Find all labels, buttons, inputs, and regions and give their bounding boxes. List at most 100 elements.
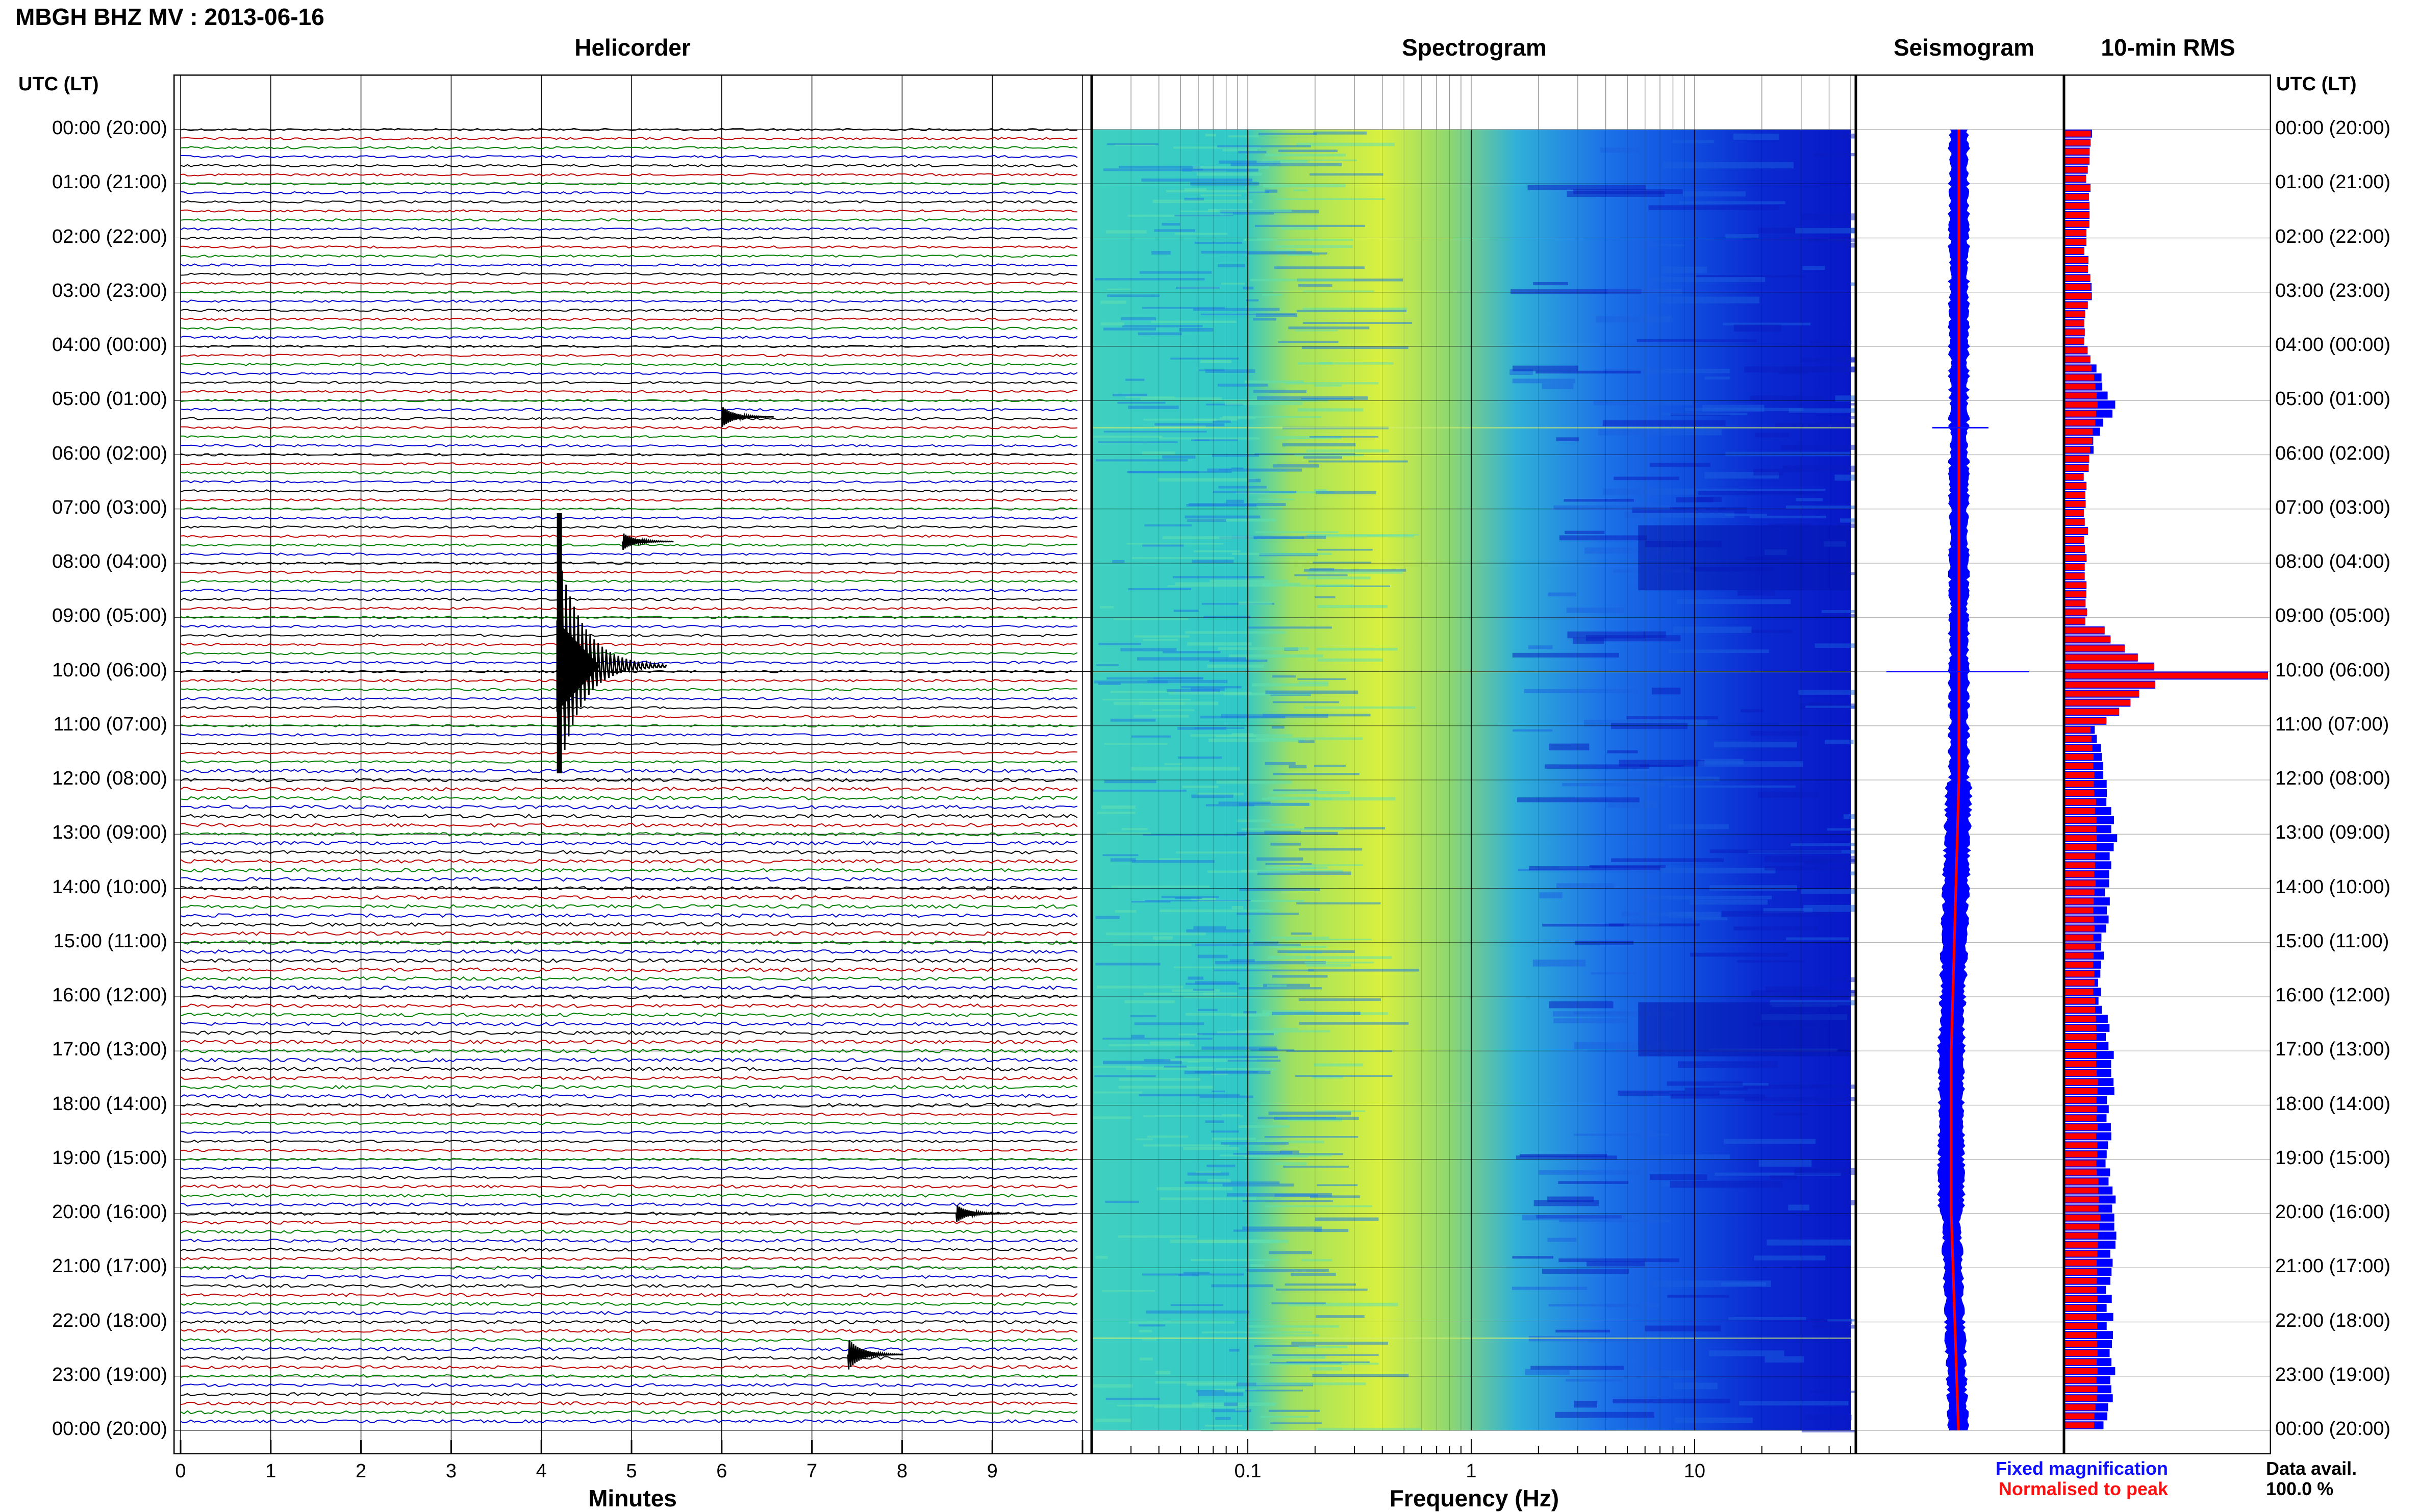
spectrogram-texture bbox=[1312, 1076, 1343, 1079]
spectrogram-texture bbox=[1305, 956, 1392, 959]
spectrogram-texture bbox=[1162, 455, 1196, 459]
rms-normalised-bar bbox=[2064, 1061, 2097, 1067]
spectrogram-texture bbox=[1276, 1289, 1368, 1291]
rms-normalised-bar bbox=[2064, 907, 2094, 914]
spectrogram-texture bbox=[1663, 776, 1720, 782]
spectrogram-texture bbox=[1765, 1356, 1804, 1363]
spectrogram-texture bbox=[1614, 476, 1679, 481]
time-label-left: 05:00 (01:00) bbox=[52, 388, 167, 410]
spectrogram-texture bbox=[1585, 635, 1681, 642]
rms-normalised-bar bbox=[2064, 943, 2095, 950]
spectrogram-texture bbox=[1275, 198, 1385, 200]
spectrogram-texture bbox=[1238, 150, 1267, 154]
spectrogram-texture bbox=[1765, 986, 1828, 992]
spectrogram-texture bbox=[1603, 368, 1730, 373]
spectrogram-texture bbox=[1199, 369, 1225, 371]
helicorder-trace bbox=[180, 1419, 1078, 1424]
spectrogram-texture bbox=[1277, 950, 1355, 953]
rms-normalised-bar bbox=[2064, 221, 2089, 227]
time-label-right: 04:00 (00:00) bbox=[2275, 334, 2391, 356]
spectrogram-texture bbox=[1549, 1001, 1614, 1009]
helicorder-trace bbox=[180, 1320, 1078, 1324]
spectrogram-texture bbox=[1244, 380, 1304, 384]
helicorder-trace bbox=[180, 534, 1078, 538]
spectrogram-texture bbox=[1744, 366, 1856, 373]
helicorder-trace bbox=[180, 678, 1078, 683]
spectrogram-texture bbox=[1304, 962, 1374, 964]
spectrogram-texture bbox=[1180, 210, 1219, 213]
time-label-left: 08:00 (04:00) bbox=[52, 551, 167, 572]
spectrogram-texture bbox=[1535, 370, 1641, 374]
spectrogram-texture bbox=[1669, 785, 1796, 788]
spectrogram-texture bbox=[1724, 1139, 1816, 1144]
helicorder-large-event-coda bbox=[556, 620, 600, 712]
spectrogram-texture bbox=[1843, 814, 1856, 820]
spectrogram-texture bbox=[1256, 857, 1303, 861]
spectrogram-x-tick-label: 0.1 bbox=[1234, 1460, 1262, 1482]
spectrogram-texture bbox=[1744, 1097, 1856, 1101]
spectrogram-texture bbox=[1231, 733, 1254, 736]
spectrogram-texture bbox=[1200, 359, 1231, 363]
rms-normalised-bar bbox=[2064, 1124, 2098, 1130]
time-label-left: 20:00 (16:00) bbox=[52, 1201, 167, 1223]
spectrogram-texture bbox=[1220, 1154, 1332, 1157]
spectrogram-texture bbox=[1184, 197, 1204, 201]
spectrogram-texture bbox=[1296, 902, 1381, 904]
spectrogram-texture bbox=[1248, 1140, 1324, 1144]
spectrogram-texture bbox=[1115, 910, 1137, 913]
rms-normalised-bar bbox=[2064, 690, 2139, 697]
spectrogram-texture bbox=[1274, 436, 1342, 439]
helicorder-x-axis-title: Minutes bbox=[588, 1485, 677, 1511]
helicorder-trace bbox=[180, 146, 1078, 149]
helicorder-trace bbox=[180, 742, 1078, 746]
rms-normalised-bar bbox=[2064, 1187, 2098, 1194]
rms-panel bbox=[2064, 74, 2271, 1454]
spectrogram-texture bbox=[1758, 1160, 1812, 1167]
spectrogram-texture bbox=[1198, 1009, 1218, 1011]
spectrogram-texture bbox=[1198, 1392, 1244, 1396]
rms-normalised-bar bbox=[2064, 139, 2091, 146]
spectrogram-texture bbox=[1265, 189, 1278, 193]
spectrogram-texture bbox=[1271, 937, 1329, 939]
spectrogram-texture bbox=[1154, 229, 1195, 232]
spectrogram-texture bbox=[1786, 937, 1849, 941]
rms-normalised-bar bbox=[2064, 998, 2096, 1004]
helicorder-trace bbox=[180, 137, 1078, 140]
spectrogram-texture bbox=[1805, 705, 1856, 708]
helicorder-event bbox=[955, 1205, 1008, 1222]
spectrogram-texture bbox=[1253, 318, 1277, 321]
spectrogram-texture bbox=[1314, 384, 1342, 387]
spectrogram-texture bbox=[1754, 1255, 1826, 1261]
helicorder-trace bbox=[180, 344, 1078, 348]
helicorder-trace bbox=[180, 489, 1078, 493]
time-label-left: 10:00 (06:00) bbox=[52, 659, 167, 681]
spectrogram-texture bbox=[1636, 339, 1757, 342]
spectrogram-texture bbox=[1219, 160, 1280, 164]
time-label-left: 09:00 (05:00) bbox=[52, 605, 167, 627]
rms-normalised-bar bbox=[2064, 1404, 2096, 1410]
rms-normalised-bar bbox=[2064, 1232, 2098, 1239]
spectrogram-texture bbox=[1211, 1130, 1239, 1133]
spectrogram-texture bbox=[1596, 316, 1672, 323]
spectrogram-texture bbox=[1218, 486, 1267, 489]
spectrogram-texture bbox=[1175, 582, 1272, 586]
spectrogram-frame bbox=[1092, 74, 1856, 1454]
rms-normalised-bar bbox=[2064, 266, 2088, 272]
spectrogram-texture bbox=[1188, 976, 1204, 980]
time-label-left: 23:00 (19:00) bbox=[52, 1364, 167, 1385]
seismogram-title: Seismogram bbox=[1893, 34, 2035, 61]
rms-normalised-bar bbox=[2064, 1043, 2097, 1049]
helicorder-trace bbox=[180, 1067, 1078, 1072]
spectrogram-texture bbox=[1095, 963, 1161, 966]
spectrogram-texture bbox=[1653, 1280, 1772, 1287]
helicorder-trace bbox=[180, 1229, 1078, 1234]
helicorder-trace bbox=[180, 616, 1078, 619]
spectrogram-texture bbox=[1200, 194, 1242, 197]
spectrogram-texture bbox=[1130, 767, 1240, 771]
spectrogram-texture bbox=[1205, 1120, 1224, 1123]
spectrogram-texture bbox=[1175, 897, 1202, 899]
spectrogram-texture bbox=[1152, 936, 1173, 940]
spectrogram-texture bbox=[1207, 664, 1264, 668]
time-label-left: 01:00 (21:00) bbox=[52, 171, 167, 193]
spectrogram-texture bbox=[1510, 289, 1642, 294]
